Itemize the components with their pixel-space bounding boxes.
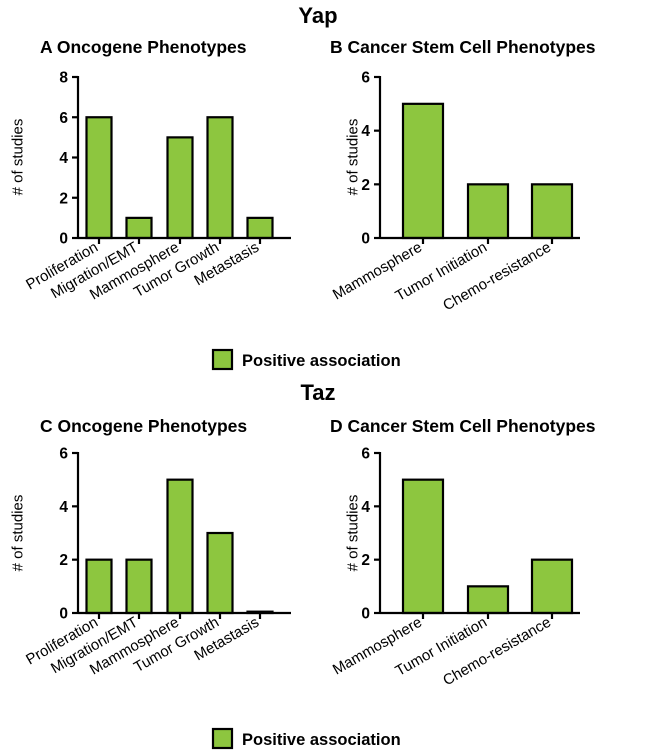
y-tick-label: 4	[59, 150, 68, 167]
y-tick-label: 4	[361, 499, 370, 516]
y-tick-label: 0	[361, 231, 370, 248]
legend-label: Positive association	[242, 731, 401, 749]
legend-yap: Positive association	[211, 348, 401, 371]
y-tick-label: 6	[361, 446, 370, 463]
y-axis-label: # of studies	[9, 119, 26, 196]
bar-mammosphere	[166, 136, 194, 240]
y-axis-label: # of studies	[344, 119, 361, 196]
y-axis-label: # of studies	[344, 495, 361, 572]
section-title-taz: Taz	[300, 380, 335, 405]
legend-swatch	[211, 727, 234, 750]
bar-chemo-resistance	[530, 558, 574, 615]
bar-mammosphere	[166, 478, 194, 615]
legend-taz: Positive association	[211, 727, 401, 750]
bar-migration-emt	[125, 216, 153, 240]
y-tick-label: 2	[361, 177, 370, 194]
bar-migration-emt	[125, 558, 153, 615]
y-axis-label: # of studies	[9, 495, 26, 572]
chart-panel-c: 0246ProliferationMigration/EMTMammospher…	[9, 446, 291, 678]
legend-label: Positive association	[242, 352, 401, 370]
legend-swatch	[211, 348, 234, 371]
bar-tumor-growth	[206, 531, 234, 615]
panel-title-a: A Oncogene Phenotypes	[40, 37, 247, 57]
panel-title-b: B Cancer Stem Cell Phenotypes	[330, 37, 596, 57]
y-tick-label: 2	[59, 190, 68, 207]
y-tick-label: 4	[59, 499, 68, 516]
y-tick-label: 0	[59, 231, 68, 248]
y-tick-label: 6	[59, 110, 68, 127]
section-title-yap: Yap	[298, 3, 337, 28]
bar-chemo-resistance	[530, 183, 574, 240]
panel-title-c: C Oncogene Phenotypes	[40, 416, 247, 436]
bar-tumor-growth	[206, 116, 234, 240]
bar-metastasis	[246, 216, 274, 240]
panel-title-d: D Cancer Stem Cell Phenotypes	[330, 416, 596, 436]
bar-proliferation	[85, 116, 113, 240]
y-tick-label: 0	[361, 606, 370, 623]
bar-mammosphere	[401, 478, 445, 615]
y-tick-label: 6	[59, 446, 68, 463]
x-tick-label: Chemo-resistance	[440, 239, 554, 315]
y-tick-label: 2	[361, 552, 370, 569]
bar-mammosphere	[401, 102, 445, 240]
y-tick-label: 0	[59, 606, 68, 623]
x-tick-label: Chemo-resistance	[440, 614, 554, 690]
bar-proliferation	[85, 558, 113, 615]
y-tick-label: 4	[361, 123, 370, 140]
chart-panel-a: 02468ProliferationMigration/EMTMammosphe…	[9, 70, 291, 303]
y-tick-label: 6	[361, 70, 370, 87]
y-tick-label: 2	[59, 552, 68, 569]
y-tick-label: 8	[59, 70, 68, 87]
bar-tumor-initiation	[466, 585, 510, 615]
bar-tumor-initiation	[466, 183, 510, 240]
